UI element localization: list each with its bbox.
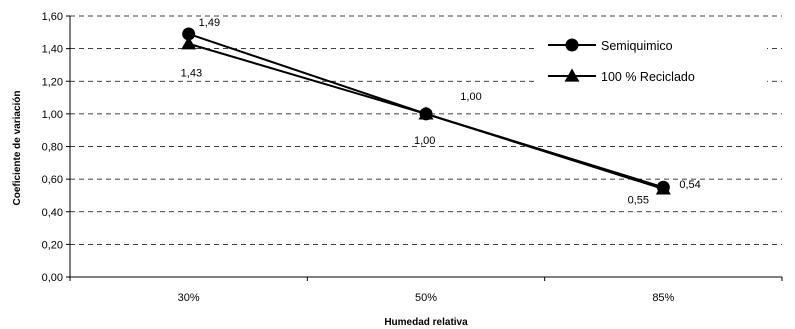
data-point-triangle <box>418 106 434 120</box>
data-point-triangle <box>655 181 671 195</box>
data-label: 1,00 <box>460 91 481 103</box>
y-tick-label: 0,00 <box>42 272 63 284</box>
x-tick-label: 30% <box>178 292 200 304</box>
legend-label: 100 % Reciclado <box>601 70 695 84</box>
data-label: 1,49 <box>199 17 220 29</box>
y-tick-label: 1,00 <box>42 109 63 121</box>
legend-label: Semiquimico <box>601 39 673 53</box>
legend-marker <box>564 68 580 82</box>
y-tick-labels: 0,00 0,20 0,40 0,60 0,80 1,00 1,20 1,40 1,60 <box>42 11 63 284</box>
y-tick-label: 1,20 <box>42 76 63 88</box>
data-label: 1,43 <box>181 68 202 80</box>
data-label: 0,54 <box>679 179 700 191</box>
data-point-circle <box>182 27 196 41</box>
x-tick-label: 50% <box>415 292 437 304</box>
y-tick-label: 0,40 <box>42 207 63 219</box>
y-tick-label: 0,60 <box>42 174 63 186</box>
legend: Semiquimico 100 % Reciclado <box>535 27 767 93</box>
data-label: 1,00 <box>414 135 435 147</box>
legend-box <box>535 27 767 93</box>
y-tick-label: 0,20 <box>42 239 63 251</box>
y-tick-label: 0,80 <box>42 142 63 154</box>
axes <box>66 15 783 281</box>
series-group <box>181 27 671 195</box>
y-axis-title: Coeficiente de variación <box>12 90 23 205</box>
data-point-triangle <box>181 36 197 50</box>
legend-marker <box>565 38 579 52</box>
y-tick-label: 1,40 <box>42 44 63 56</box>
data-labels: 1,49 1,00 0,55 1,43 1,00 0,54 <box>181 17 701 206</box>
y-tick-label: 1,60 <box>42 11 63 23</box>
x-tick-label: 85% <box>652 292 674 304</box>
data-label: 0,55 <box>628 194 649 206</box>
x-tick-labels: 30% 50% 85% <box>178 292 675 304</box>
x-axis-title: Humedad relativa <box>384 317 468 328</box>
